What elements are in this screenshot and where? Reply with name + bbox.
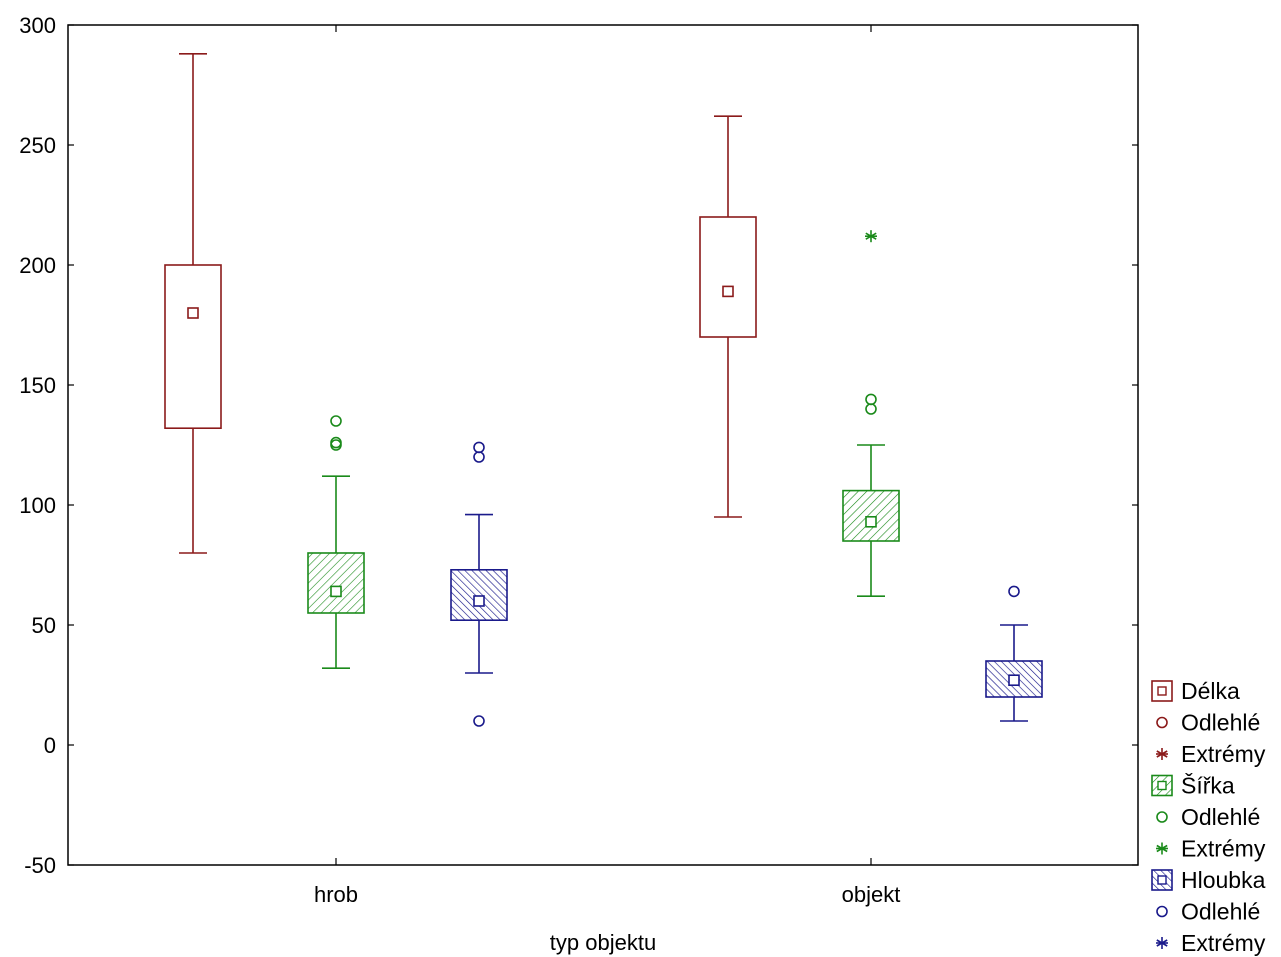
- legend-item: Extrémy: [1156, 836, 1266, 862]
- median-marker: [1008, 674, 1020, 687]
- plot-border: [67, 24, 1139, 866]
- legend-circle-symbol: [1156, 716, 1168, 729]
- median-marker: [330, 585, 342, 598]
- y-tick-label: 300: [19, 13, 56, 38]
- outlier-point: [865, 403, 877, 415]
- legend-item: Šířka: [1151, 772, 1235, 799]
- legend-item: Odlehlé: [1156, 710, 1260, 736]
- legend-label: Délka: [1181, 678, 1240, 704]
- legend-circle-symbol: [1156, 905, 1168, 918]
- legend-label: Extrémy: [1181, 930, 1266, 956]
- box-hrob: [450, 441, 508, 727]
- legend-item: Délka: [1151, 678, 1240, 704]
- legend-item: Odlehlé: [1156, 899, 1260, 925]
- legend-median-symbol: [1157, 780, 1167, 791]
- y-tick-label: 0: [44, 733, 56, 758]
- median-marker: [865, 515, 877, 528]
- outlier-point: [330, 415, 342, 427]
- y-tick-label: 100: [19, 493, 56, 518]
- y-tick-label: 200: [19, 253, 56, 278]
- legend-item: Extrémy: [1156, 930, 1266, 956]
- box-iqr: [307, 552, 365, 614]
- box-iqr: [842, 489, 900, 542]
- box-hrob: [164, 52, 222, 554]
- outlier-point: [473, 441, 485, 454]
- series-hloubka: [450, 441, 1043, 727]
- median-marker: [722, 285, 734, 298]
- box-objekt: [985, 585, 1043, 722]
- x-axis-title: typ objektu: [550, 930, 656, 955]
- box-iqr: [450, 568, 508, 621]
- outlier-point: [473, 451, 485, 463]
- legend-star-symbol: [1156, 842, 1168, 855]
- y-tick-label: -50: [24, 853, 56, 878]
- legend-item: Extrémy: [1156, 741, 1266, 767]
- y-axis: -50 0 50 100 150 200 250 300: [19, 13, 1138, 878]
- legend-label: Hloubka: [1181, 867, 1266, 893]
- legend-label: Extrémy: [1181, 836, 1266, 862]
- extreme-point: [865, 230, 877, 243]
- median-marker: [473, 595, 485, 607]
- x-tick-label: objekt: [842, 882, 901, 907]
- median-marker: [187, 307, 199, 319]
- box-objekt: [842, 230, 900, 598]
- outlier-point: [1008, 585, 1020, 598]
- box-series: [164, 52, 1043, 727]
- legend-star-symbol: [1156, 937, 1168, 949]
- legend-label: Odlehlé: [1181, 710, 1260, 736]
- legend-item: Odlehlé: [1156, 804, 1260, 830]
- y-tick-label: 50: [32, 613, 56, 638]
- legend-item: Hloubka: [1151, 867, 1266, 893]
- legend-star-symbol: [1156, 748, 1168, 760]
- legend-label: Odlehlé: [1181, 804, 1260, 830]
- box-objekt: [699, 115, 757, 518]
- x-tick-label: hrob: [314, 882, 358, 907]
- legend-median-symbol: [1157, 875, 1167, 885]
- series-šířka: [307, 230, 900, 670]
- outlier-point: [865, 393, 877, 406]
- legend-circle-symbol: [1156, 811, 1168, 823]
- legend: Délka Odlehlé Extrémy Šířka Odlehlé Extrémy Hl…: [1151, 678, 1266, 956]
- legend-label: Odlehlé: [1181, 899, 1260, 925]
- box-iqr: [699, 216, 757, 338]
- y-tick-label: 150: [19, 373, 56, 398]
- legend-label: Extrémy: [1181, 741, 1266, 767]
- outlier-point: [473, 715, 485, 727]
- box-hrob: [307, 415, 365, 670]
- box-iqr: [164, 264, 222, 429]
- plot-area: [67, 24, 1139, 866]
- x-axis: hrob objekt: [314, 25, 900, 907]
- outlier-point: [330, 436, 342, 449]
- legend-median-symbol: [1157, 686, 1167, 696]
- series-délka: [164, 52, 757, 554]
- legend-label: Šířka: [1181, 772, 1235, 799]
- y-tick-label: 250: [19, 133, 56, 158]
